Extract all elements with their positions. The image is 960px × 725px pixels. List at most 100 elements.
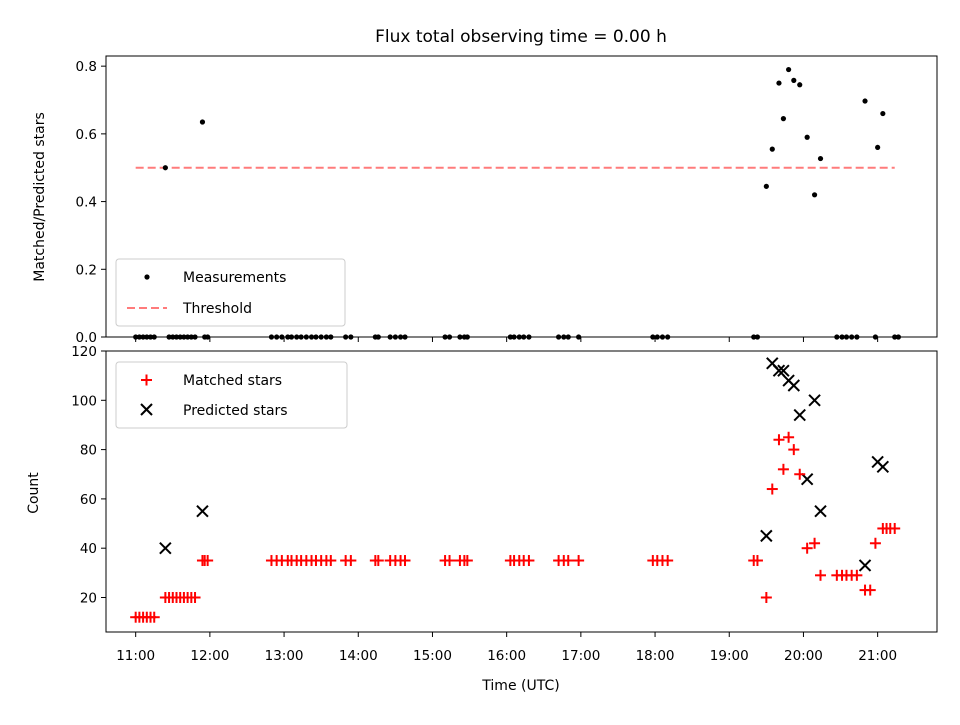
measurement-point (817, 155, 824, 162)
measurement-point (804, 134, 810, 140)
bottom-plot-frame (105, 350, 938, 633)
bottom-y-tick-label: 100 (71, 393, 97, 409)
top-panel: 0.0 0.2 0.4 0.6 0.8 Measurements Threshold (76, 55, 938, 346)
predicted-star-point (814, 505, 827, 518)
measurement-point (763, 183, 769, 189)
predicted-stars-points (159, 357, 890, 572)
matched-star-point (573, 555, 585, 567)
measurement-point (811, 192, 818, 198)
chart-title: Flux total observing time = 0.00 h (375, 27, 667, 47)
predicted-star-point (772, 364, 786, 377)
matched-star-point (760, 591, 772, 603)
top-y-tick-label: 0.6 (76, 127, 97, 143)
matched-star-point (794, 468, 806, 480)
bottom-x-ticks: 11:00 12:00 13:00 14:00 15:00 16:00 17:00 18:00… (116, 632, 897, 664)
legend-measurements-label: Measurements (183, 270, 286, 286)
measurement-point (776, 80, 782, 86)
matched-star-point (399, 555, 411, 567)
measurement-point (791, 77, 797, 83)
x-tick-label: 21:00 (858, 648, 897, 664)
matched-star-point (801, 542, 813, 554)
x-tick-label: 18:00 (636, 648, 675, 664)
bottom-y-tick-label: 40 (80, 541, 97, 557)
top-y-tick-label: 0.8 (76, 59, 97, 75)
x-tick-label: 16:00 (487, 648, 526, 664)
matched-star-point (523, 555, 535, 567)
bottom-y-axis-label: Count (26, 472, 42, 514)
legend-predicted-label: Predicted stars (183, 403, 288, 419)
matched-star-point (788, 444, 800, 456)
measurement-point (862, 98, 868, 104)
top-y-tick-label: 0.0 (76, 330, 97, 346)
predicted-star-point (196, 505, 209, 518)
measurement-point (880, 110, 886, 117)
predicted-star-point (777, 364, 790, 377)
bottom-y-tick-label: 20 (80, 590, 97, 606)
legend-matched-label: Matched stars (183, 373, 282, 389)
matched-star-point (189, 591, 201, 603)
bottom-y-ticks: 20 40 60 80 100 120 (71, 344, 106, 606)
measurement-point (786, 66, 792, 73)
matched-star-point (325, 555, 337, 567)
matched-star-point (662, 555, 674, 567)
matched-stars-points (130, 431, 901, 623)
matched-star-point (345, 555, 357, 567)
top-y-ticks: 0.0 0.2 0.4 0.6 0.8 (76, 59, 106, 346)
bottom-panel: 20 40 60 80 100 120 11:00 12:00 13:00 14:00 15:00… (71, 344, 938, 664)
top-plot-frame (105, 55, 938, 338)
predicted-star-point (787, 379, 801, 392)
matched-star-point (851, 569, 863, 581)
matched-star-point (372, 555, 384, 567)
x-axis-label: Time (UTC) (481, 678, 559, 694)
matched-star-point (864, 584, 876, 596)
x-tick-label: 15:00 (413, 648, 452, 664)
bottom-legend: Matched stars Predicted stars (115, 361, 348, 429)
bottom-y-tick-label: 60 (80, 492, 97, 508)
measurement-point (769, 146, 775, 152)
predicted-star-point (858, 559, 872, 572)
matched-star-point (809, 537, 821, 549)
predicted-star-point (800, 472, 814, 486)
x-tick-label: 13:00 (265, 648, 304, 664)
matched-star-point (751, 555, 763, 567)
matched-star-point (202, 555, 214, 567)
matched-star-point (148, 611, 160, 623)
matched-star-point (783, 431, 795, 443)
matched-star-point (889, 522, 901, 534)
matched-star-point (766, 483, 778, 495)
legend-matched-marker (141, 374, 152, 386)
measurement-point (875, 144, 881, 151)
predicted-star-point (876, 460, 890, 474)
matched-star-point (444, 555, 456, 567)
measurement-point (780, 116, 787, 122)
matched-star-point (461, 555, 473, 567)
matched-star-point (815, 569, 827, 581)
matched-star-point (562, 555, 574, 567)
x-tick-label: 14:00 (339, 648, 378, 664)
measurement-point (162, 165, 168, 171)
bottom-y-tick-label: 120 (71, 344, 97, 360)
x-tick-label: 20:00 (784, 648, 823, 664)
top-y-tick-label: 0.2 (76, 262, 97, 278)
bottom-y-tick-label: 80 (80, 443, 97, 459)
predicted-star-point (760, 529, 773, 543)
predicted-star-point (159, 541, 172, 555)
predicted-star-point (808, 394, 821, 407)
legend-measurements-marker (144, 274, 150, 280)
x-tick-label: 17:00 (561, 648, 600, 664)
x-tick-label: 11:00 (116, 648, 155, 664)
matched-star-point (773, 434, 785, 446)
top-y-tick-label: 0.4 (76, 195, 97, 211)
predicted-star-point (793, 408, 806, 422)
matched-star-point (777, 463, 789, 475)
matched-star-point (869, 537, 881, 549)
legend-predicted-marker (140, 403, 153, 416)
measurement-point (199, 119, 206, 125)
legend-threshold-label: Threshold (182, 301, 252, 317)
top-y-axis-label: Matched/Predicted stars (32, 112, 48, 282)
measurement-point (797, 82, 803, 88)
x-tick-label: 12:00 (190, 648, 229, 664)
top-legend: Measurements Threshold (115, 258, 346, 327)
x-tick-label: 19:00 (710, 648, 749, 664)
